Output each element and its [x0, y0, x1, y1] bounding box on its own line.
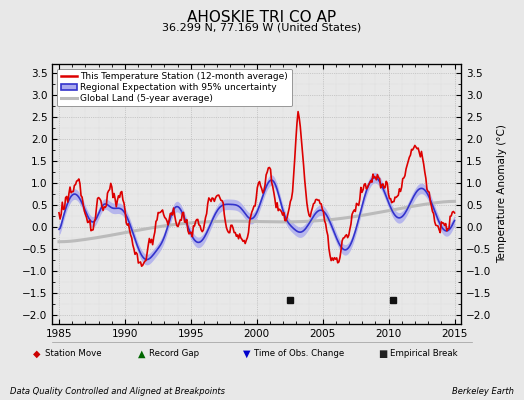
- Text: Time of Obs. Change: Time of Obs. Change: [254, 350, 344, 358]
- Text: ◆: ◆: [33, 349, 40, 359]
- Y-axis label: Temperature Anomaly (°C): Temperature Anomaly (°C): [497, 124, 507, 264]
- Text: 36.299 N, 77.169 W (United States): 36.299 N, 77.169 W (United States): [162, 22, 362, 32]
- Text: Station Move: Station Move: [45, 350, 101, 358]
- Text: ■: ■: [378, 349, 387, 359]
- Text: Data Quality Controlled and Aligned at Breakpoints: Data Quality Controlled and Aligned at B…: [10, 387, 225, 396]
- Text: ▲: ▲: [138, 349, 145, 359]
- Text: ▼: ▼: [243, 349, 250, 359]
- Text: Record Gap: Record Gap: [149, 350, 200, 358]
- Legend: This Temperature Station (12-month average), Regional Expectation with 95% uncer: This Temperature Station (12-month avera…: [57, 68, 292, 106]
- Text: AHOSKIE TRI CO AP: AHOSKIE TRI CO AP: [188, 10, 336, 25]
- Text: Berkeley Earth: Berkeley Earth: [452, 387, 514, 396]
- Text: Empirical Break: Empirical Break: [390, 350, 458, 358]
